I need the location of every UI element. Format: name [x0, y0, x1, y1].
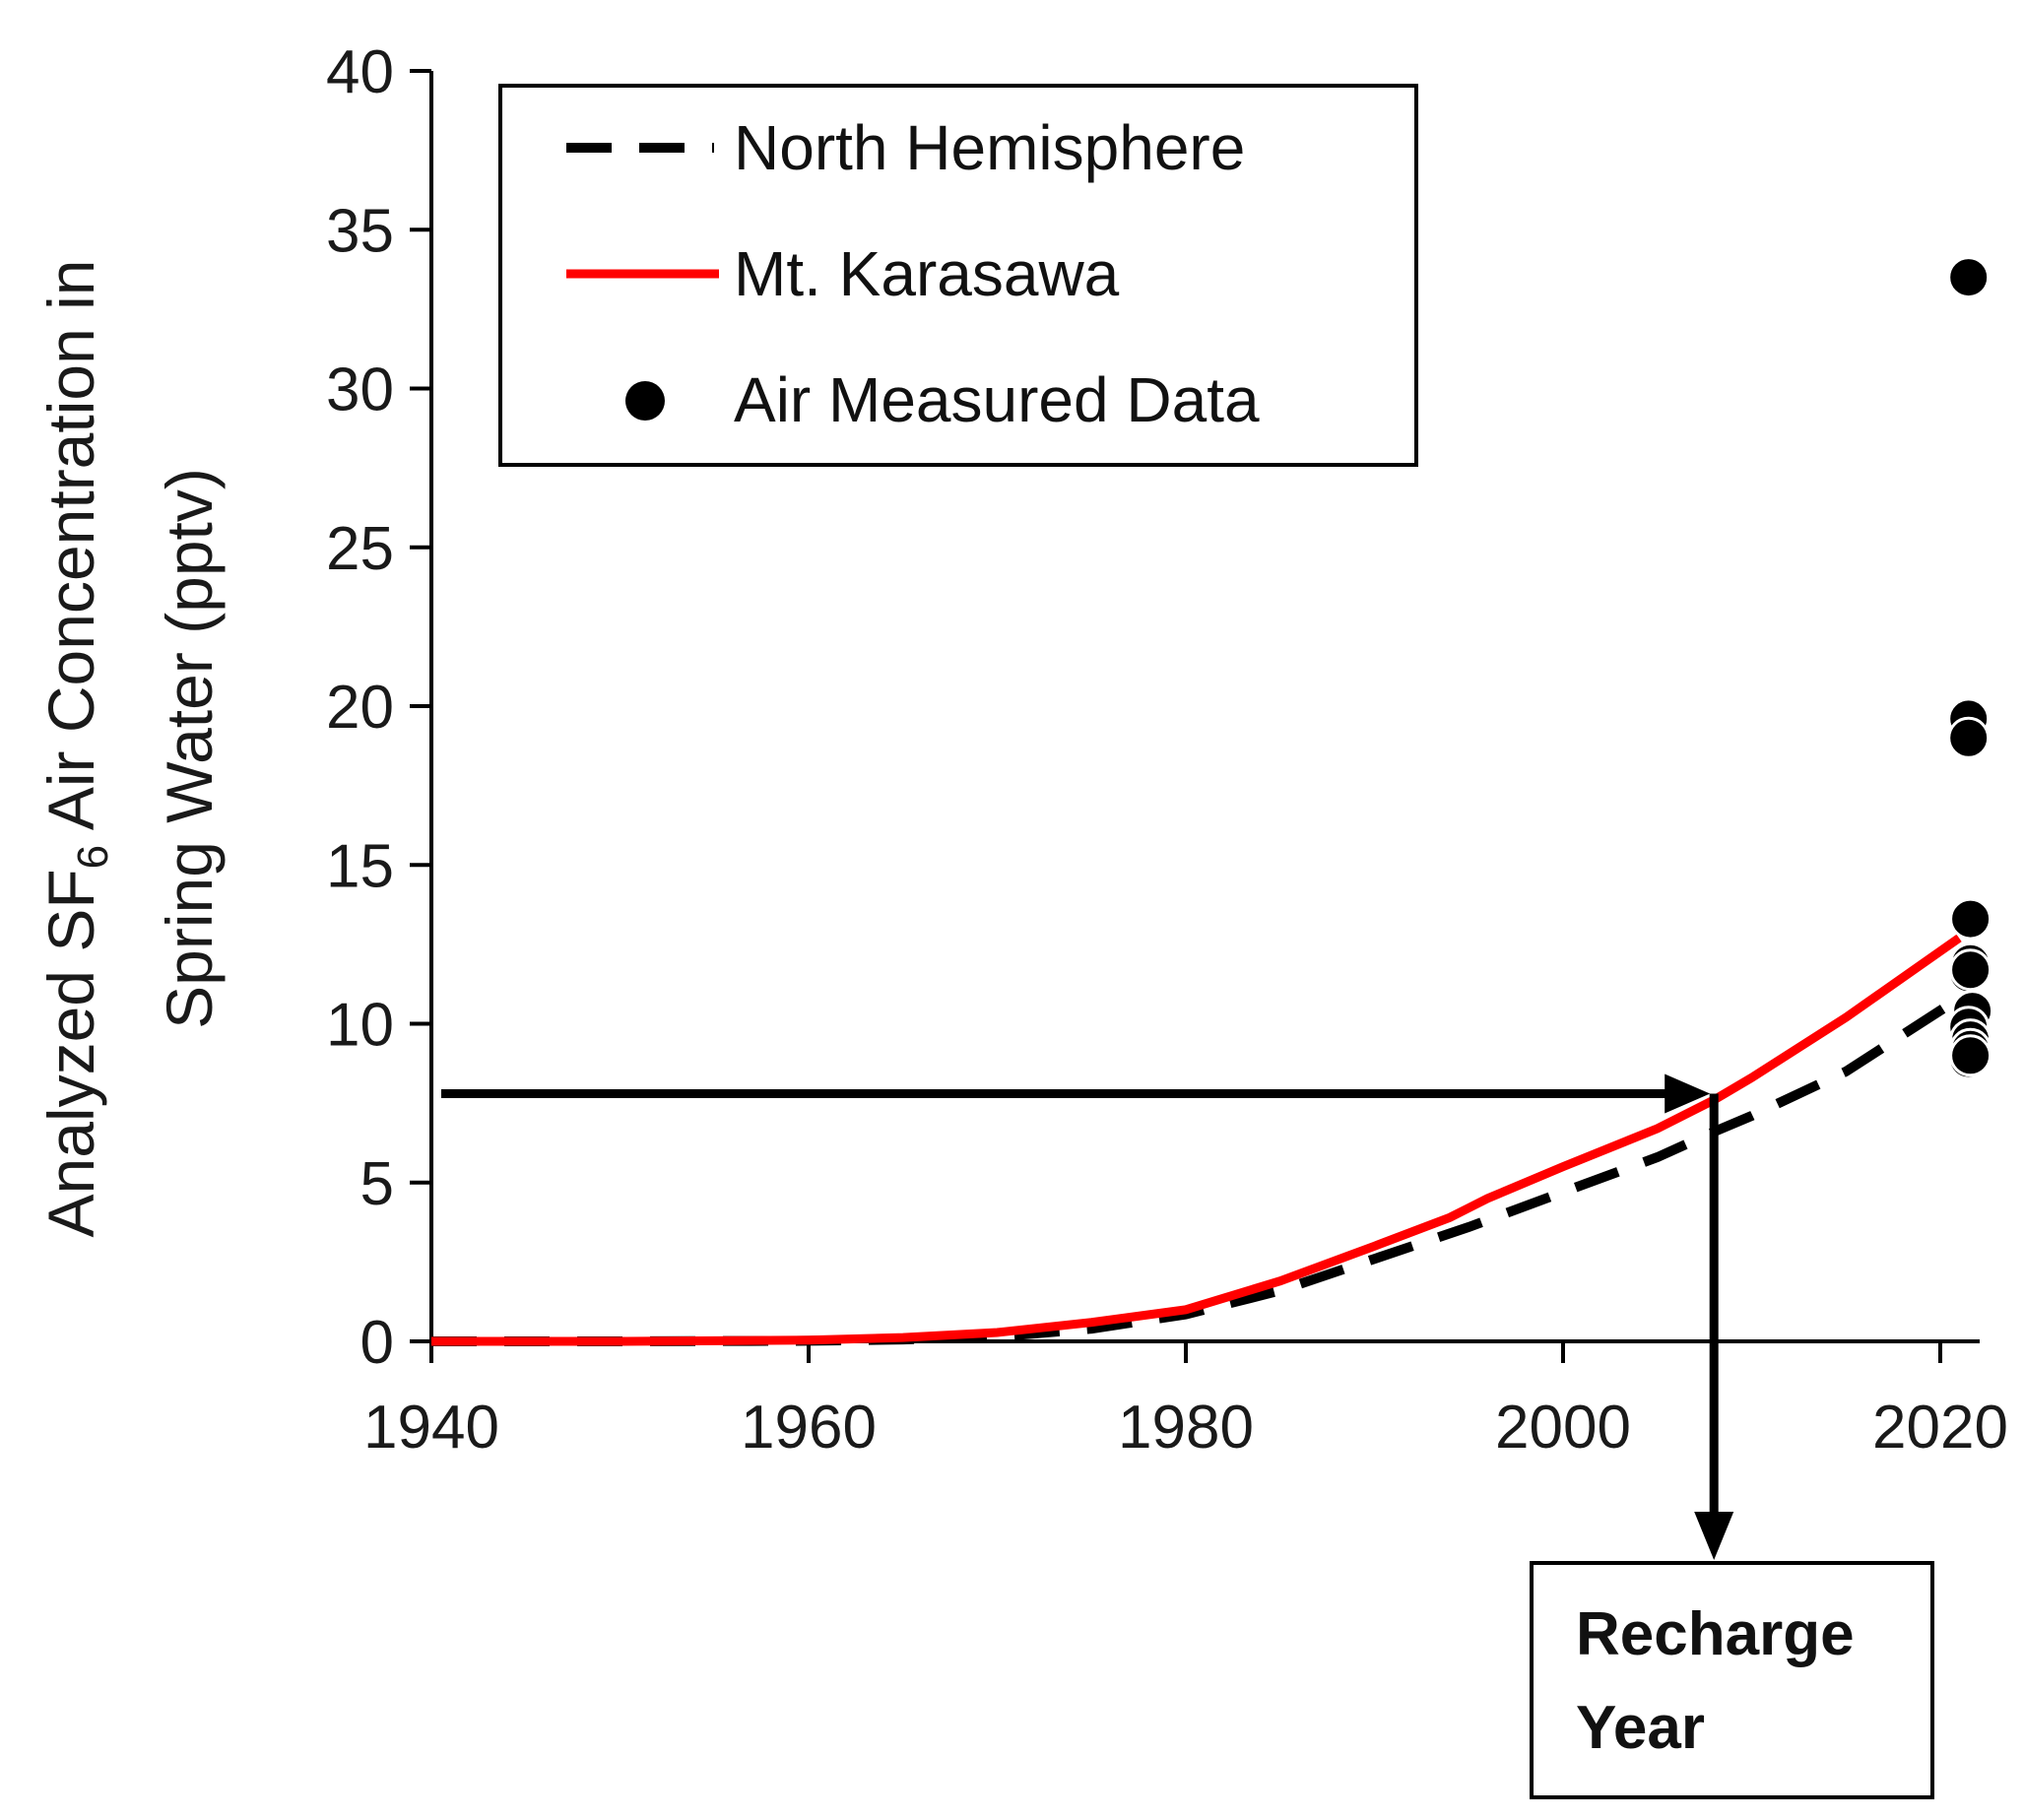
x-tick-label: 1960	[741, 1394, 877, 1462]
y-tick-label: 15	[326, 832, 394, 900]
recharge-year-box-frame	[1530, 1561, 1934, 1799]
recharge-annotation	[441, 1073, 1734, 1560]
recharge-label-line1: Recharge	[1576, 1600, 1855, 1668]
horizontal-arrow-head	[1665, 1073, 1711, 1114]
y-tick-label: 5	[360, 1150, 394, 1218]
legend-mt-karasawa-label: Mt. Karasawa	[734, 238, 1120, 309]
air-measured-point	[1947, 256, 1991, 299]
air-measured-points	[1947, 256, 1994, 1080]
y-tick-label: 25	[326, 515, 394, 583]
air-measured-point	[1949, 948, 1992, 992]
y-tick-label: 35	[326, 197, 394, 265]
x-tick-label: 2020	[1872, 1394, 2008, 1462]
y-tick-label: 0	[360, 1309, 394, 1377]
y-tick-label: 30	[326, 357, 394, 424]
recharge-label-line2: Year	[1576, 1694, 1705, 1762]
recharge-year-box: Recharge Year	[1530, 1561, 1934, 1799]
series-north-hemisphere-line	[431, 994, 1962, 1346]
vertical-arrow-head	[1694, 1512, 1734, 1560]
x-tick-label: 2000	[1495, 1394, 1631, 1462]
x-tick-label: 1940	[363, 1394, 499, 1462]
y-tick-label: 40	[326, 38, 394, 106]
series-mt-karasawa-line	[431, 934, 1962, 1346]
y-ticks: 0 5 10 15 20 25 30 35 40	[326, 38, 431, 1377]
legend-air-measured-marker	[625, 381, 665, 421]
air-measured-point	[1947, 716, 1991, 759]
y-tick-label: 10	[326, 992, 394, 1060]
legend: North Hemisphere Mt. Karasawa Air Measur…	[498, 84, 1418, 467]
x-ticks: 1940 1960 1980 2000 2020	[363, 1341, 2008, 1462]
y-tick-label: 20	[326, 674, 394, 742]
air-measured-point	[1949, 897, 1992, 941]
legend-air-measured-label: Air Measured Data	[734, 364, 1260, 435]
legend-north-hemisphere-label: North Hemisphere	[734, 112, 1245, 183]
y-axis-title-line1: Analyzed SF6 Air Concentration in	[34, 260, 117, 1238]
y-axis-title: Analyzed SF6 Air Concentration in	[34, 260, 117, 1238]
air-measured-point	[1949, 1034, 1992, 1077]
x-tick-label: 1980	[1118, 1394, 1254, 1462]
y-axis-title-line2: Spring Water (pptv)	[153, 468, 226, 1029]
